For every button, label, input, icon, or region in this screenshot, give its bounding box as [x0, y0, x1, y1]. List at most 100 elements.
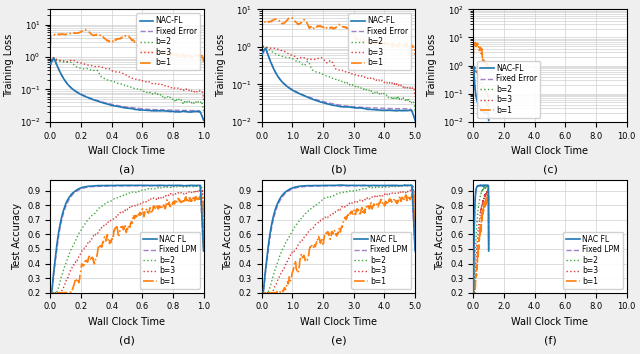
NAC FL [480, 183, 488, 188]
Line: b=3: b=3 [51, 57, 204, 100]
b=3 [149, 81, 157, 86]
b=2 [470, 64, 477, 68]
NAC-FL [137, 108, 145, 112]
b=3 [116, 211, 124, 216]
NAC-FL [328, 103, 335, 107]
b=2 [412, 247, 419, 252]
Line: b=2: b=2 [51, 185, 204, 306]
Line: Fixed Error: Fixed Error [262, 50, 415, 120]
NAC FL [47, 303, 54, 307]
b=2 [137, 189, 145, 193]
NAC FL [162, 183, 170, 188]
b=3 [116, 70, 124, 74]
Fixed Error [116, 104, 124, 108]
b=2 [148, 187, 156, 191]
b=1 [86, 30, 94, 35]
Text: (f): (f) [543, 336, 556, 346]
b=3 [258, 56, 266, 61]
Text: (c): (c) [543, 165, 557, 175]
b=1 [137, 211, 145, 215]
b=1 [47, 44, 54, 48]
Fixed Error [47, 62, 54, 67]
b=1 [481, 202, 489, 206]
b=3 [47, 304, 54, 309]
NAC-FL [360, 106, 368, 110]
NAC FL [474, 184, 481, 188]
b=2 [479, 188, 486, 192]
b=1 [258, 302, 266, 306]
Fixed LPM [200, 247, 207, 251]
b=2 [195, 183, 202, 188]
Fixed Error [472, 94, 480, 98]
Fixed Error [137, 107, 145, 111]
b=1 [74, 278, 81, 282]
Fixed LPM [186, 184, 193, 188]
b=2 [162, 95, 170, 99]
b=2 [412, 109, 419, 113]
b=2 [137, 88, 145, 92]
Fixed LPM [373, 184, 381, 188]
b=1 [474, 42, 481, 46]
NAC FL [74, 187, 81, 192]
b=1 [479, 56, 486, 61]
Fixed Error [200, 118, 207, 122]
Fixed LPM [86, 185, 93, 189]
Fixed Error [258, 53, 266, 57]
Line: Fixed LPM: Fixed LPM [262, 185, 415, 305]
NAC-FL [149, 109, 157, 113]
NAC FL [481, 183, 489, 188]
b=2 [470, 74, 477, 78]
b=2 [86, 216, 93, 220]
b=2 [485, 247, 493, 251]
b=1 [47, 302, 54, 307]
Legend: NAC-FL, Fixed Error, b=2, b=3, b=1: NAC-FL, Fixed Error, b=2, b=3, b=1 [477, 61, 540, 118]
Fixed LPM [470, 303, 477, 307]
NAC-FL [74, 91, 81, 95]
Fixed Error [162, 108, 170, 112]
Legend: NAC-FL, Fixed Error, b=2, b=3, b=1: NAC-FL, Fixed Error, b=2, b=3, b=1 [136, 13, 200, 70]
Fixed LPM [412, 247, 419, 251]
Fixed LPM [162, 184, 170, 188]
Line: b=2: b=2 [51, 58, 204, 111]
Fixed Error [51, 57, 58, 62]
NAC-FL [200, 118, 207, 122]
b=3 [480, 86, 488, 90]
b=2 [200, 109, 207, 113]
Fixed LPM [476, 184, 484, 188]
NAC-FL [116, 105, 124, 109]
Fixed Error [476, 106, 484, 110]
b=1 [479, 211, 486, 216]
NAC-FL [51, 56, 58, 61]
b=1 [485, 247, 493, 251]
b=2 [162, 185, 170, 189]
b=2 [200, 247, 207, 251]
b=2 [258, 56, 266, 60]
b=3 [472, 255, 480, 259]
b=3 [148, 196, 156, 201]
b=1 [285, 16, 292, 20]
Line: b=1: b=1 [262, 17, 415, 55]
Fixed LPM [348, 184, 356, 188]
Fixed LPM [472, 188, 480, 193]
Line: NAC FL: NAC FL [262, 185, 415, 305]
b=1 [472, 44, 480, 48]
b=3 [474, 240, 481, 244]
b=2 [86, 67, 94, 72]
NAC-FL [298, 92, 305, 97]
NAC-FL [285, 86, 293, 90]
NAC-FL [86, 96, 94, 101]
b=2 [349, 82, 356, 87]
Fixed LPM [148, 184, 156, 188]
Fixed LPM [74, 189, 81, 193]
NAC-FL [479, 109, 486, 114]
NAC FL [137, 183, 145, 188]
Fixed Error [485, 118, 493, 122]
Fixed LPM [116, 184, 124, 188]
b=2 [470, 304, 477, 308]
NAC FL [470, 303, 477, 307]
b=2 [360, 87, 368, 91]
b=3 [474, 72, 481, 76]
Fixed Error [374, 106, 381, 110]
b=2 [480, 95, 488, 99]
Fixed LPM [258, 303, 266, 307]
